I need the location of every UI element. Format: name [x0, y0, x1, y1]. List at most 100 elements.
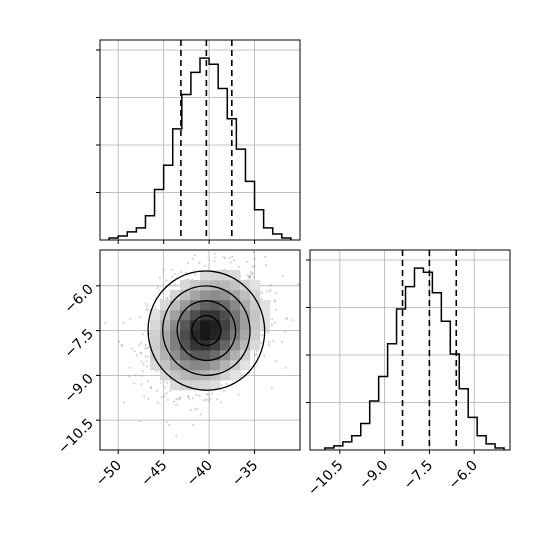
joint-x-tick-label: −35 — [229, 458, 261, 490]
right-histogram-step — [324, 267, 505, 450]
joint-y-tick-label: −7.5 — [61, 326, 96, 361]
joint-scatter-point — [175, 398, 178, 401]
joint-scatter-point — [178, 397, 182, 400]
joint-scatter-point — [264, 255, 267, 258]
joint-scatter-point — [188, 397, 191, 401]
joint-scatter-point — [163, 395, 166, 398]
joint-density-cell — [210, 290, 221, 301]
joint-density-cell — [150, 310, 161, 321]
joint-scatter-point — [149, 386, 152, 389]
joint-scatter-point — [206, 393, 209, 396]
top-histogram-grid — [100, 40, 300, 240]
joint-scatter-point — [166, 398, 169, 401]
joint-scatter-point — [195, 393, 198, 396]
joint-density-cell — [220, 370, 231, 381]
joint-scatter-point — [249, 270, 252, 274]
joint-scatter-point — [142, 333, 145, 336]
joint-scatter-point — [251, 265, 254, 268]
joint-scatter-point — [147, 355, 150, 358]
joint-scatter-point — [252, 276, 256, 279]
joint-scatter-point — [255, 353, 258, 356]
joint-scatter-point — [135, 354, 138, 357]
joint-density-cell — [150, 340, 161, 351]
joint-density-cell — [240, 300, 251, 311]
joint-scatter-point — [228, 256, 231, 259]
joint-density-cell — [160, 330, 171, 341]
joint-scatter-point — [172, 400, 176, 403]
joint-scatter-point — [128, 366, 131, 369]
joint-density-cell — [250, 340, 261, 351]
joint-scatter-point — [229, 261, 232, 264]
joint-scatter-point — [222, 389, 226, 392]
joint-density-cell — [170, 370, 181, 381]
joint-scatter-point — [214, 256, 217, 259]
joint-density-cell — [200, 320, 211, 331]
joint-scatter-point — [146, 304, 149, 307]
joint-scatter-point — [140, 360, 143, 363]
joint-density-cell — [230, 280, 241, 291]
joint-density-cell — [170, 310, 181, 321]
joint-scatter-point — [207, 393, 210, 396]
joint-density-cell — [190, 280, 201, 291]
joint-density-cell — [210, 270, 221, 281]
joint-density-cell — [210, 300, 221, 311]
joint-scatter-point — [237, 393, 240, 396]
joint-scatter-point — [144, 302, 147, 305]
joint-density-cell — [220, 310, 231, 321]
joint-scatter-point — [249, 275, 252, 278]
joint-scatter-point — [267, 343, 270, 346]
joint-density-cell — [150, 350, 161, 361]
joint-scatter-point — [237, 265, 240, 268]
joint-scatter-point — [193, 268, 196, 271]
joint-scatter-point — [134, 374, 137, 377]
joint-density-cell — [210, 330, 221, 341]
top-histogram-marks — [108, 40, 292, 240]
joint-density-cell — [190, 360, 201, 371]
joint-scatter-point — [260, 342, 263, 345]
joint-scatter-point — [203, 264, 206, 267]
joint-scatter-point — [284, 330, 287, 333]
joint-scatter-point — [165, 297, 168, 300]
joint-density-cell — [230, 340, 241, 351]
top-histogram-step — [108, 57, 292, 240]
joint-density-cell — [210, 340, 221, 351]
joint-density-cell — [250, 320, 261, 331]
joint-scatter-point — [118, 340, 121, 343]
joint-density-cell — [190, 290, 201, 301]
joint-density-cell — [240, 360, 251, 371]
joint-scatter-point — [213, 260, 216, 263]
joint-scatter-point — [164, 386, 167, 389]
joint-density-cell — [240, 280, 251, 291]
joint-scatter-point — [145, 360, 148, 363]
joint-scatter-point — [156, 390, 159, 393]
joint-density-cell — [240, 290, 251, 301]
joint-density-cell — [220, 320, 231, 331]
joint-scatter-point — [171, 275, 174, 278]
joint-density-cell — [170, 320, 181, 331]
joint-density-cell — [170, 360, 181, 371]
joint-scatter-point — [147, 379, 150, 382]
joint-x-tick-label: −50 — [93, 458, 125, 490]
joint-scatter-point — [162, 268, 165, 271]
joint-scatter-point — [180, 270, 183, 274]
joint-scatter-point — [223, 257, 227, 260]
joint-scatter-point — [143, 395, 146, 398]
joint-scatter-point — [139, 419, 142, 423]
joint-density-cell — [180, 280, 191, 291]
joint-scatter-point — [270, 386, 273, 389]
joint-density-cell — [210, 320, 221, 331]
joint-density-panel: −50 −45 −40 −35 −6.0 −7.5 −9.0 −10.5 — [55, 249, 301, 490]
joint-scatter-point — [205, 398, 208, 401]
joint-scatter-point — [165, 421, 168, 424]
joint-density-cell — [230, 290, 241, 301]
joint-scatter-point — [274, 360, 277, 363]
joint-scatter-point — [159, 381, 162, 384]
top-histogram-frame — [99, 39, 301, 241]
joint-scatter-point — [139, 351, 142, 354]
joint-density-cell — [200, 330, 211, 341]
joint-scatter-point — [216, 398, 219, 401]
joint-scatter-point — [275, 292, 278, 295]
joint-scatter-point — [269, 288, 272, 291]
joint-density-cell — [160, 360, 171, 371]
joint-density-cell — [200, 360, 211, 371]
